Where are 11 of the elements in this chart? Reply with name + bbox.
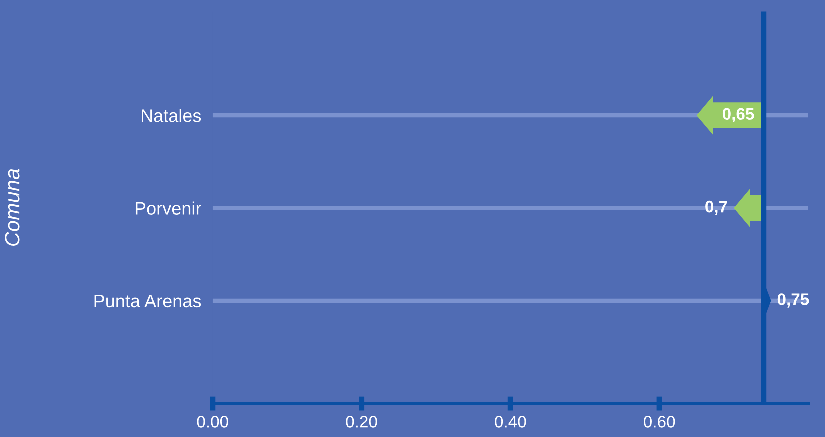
y-tick-label: Punta Arenas bbox=[94, 295, 202, 308]
data-label: 0,7 bbox=[706, 200, 728, 216]
x-tick-label: 0.60 bbox=[644, 416, 676, 428]
y-tick-label: Porvenir bbox=[136, 202, 202, 215]
x-tick-label: 0.00 bbox=[197, 416, 228, 428]
x-tick-label: 0.40 bbox=[495, 416, 526, 428]
y-axis-title: Comuna bbox=[5, 169, 20, 246]
y-tick-label: Natales bbox=[142, 109, 202, 122]
x-tick-label: 0.20 bbox=[346, 416, 378, 428]
data-label: 0,65 bbox=[722, 108, 754, 122]
data-label: 0,75 bbox=[778, 294, 810, 308]
